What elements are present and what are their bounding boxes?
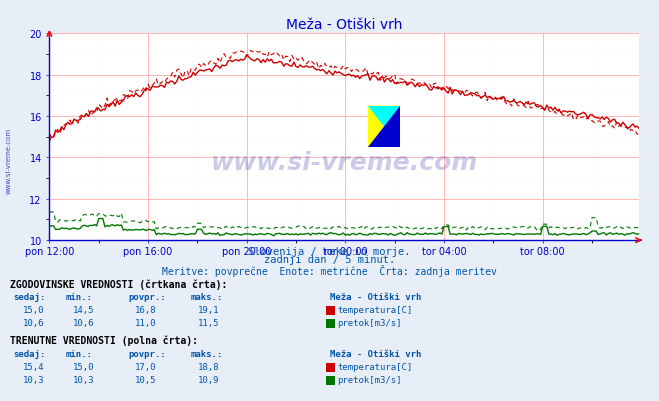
Text: 11,5: 11,5 bbox=[198, 318, 219, 327]
Text: 15,0: 15,0 bbox=[23, 306, 45, 314]
Text: sedaj:: sedaj: bbox=[13, 349, 45, 358]
Text: 10,9: 10,9 bbox=[198, 375, 219, 384]
Text: 16,8: 16,8 bbox=[135, 306, 157, 314]
Text: maks.:: maks.: bbox=[191, 349, 223, 358]
Polygon shape bbox=[368, 106, 401, 148]
Text: Slovenija / reke in morje.: Slovenija / reke in morje. bbox=[248, 247, 411, 257]
Text: temperatura[C]: temperatura[C] bbox=[337, 362, 413, 371]
Text: 10,5: 10,5 bbox=[135, 375, 157, 384]
Polygon shape bbox=[368, 106, 401, 148]
Text: 10,6: 10,6 bbox=[72, 318, 94, 327]
Text: TRENUTNE VREDNOSTI (polna črta):: TRENUTNE VREDNOSTI (polna črta): bbox=[10, 335, 198, 346]
Text: zadnji dan / 5 minut.: zadnji dan / 5 minut. bbox=[264, 255, 395, 265]
Text: temperatura[C]: temperatura[C] bbox=[337, 306, 413, 314]
Polygon shape bbox=[368, 106, 401, 148]
Text: 19,1: 19,1 bbox=[198, 306, 219, 314]
Text: 10,3: 10,3 bbox=[23, 375, 45, 384]
Text: 10,3: 10,3 bbox=[72, 375, 94, 384]
Text: Meža - Otiški vrh: Meža - Otiški vrh bbox=[330, 292, 421, 302]
Text: 11,0: 11,0 bbox=[135, 318, 157, 327]
Text: pretok[m3/s]: pretok[m3/s] bbox=[337, 375, 402, 384]
Text: www.si-vreme.com: www.si-vreme.com bbox=[211, 150, 478, 174]
Text: min.:: min.: bbox=[66, 292, 93, 302]
Text: 14,5: 14,5 bbox=[72, 306, 94, 314]
Text: maks.:: maks.: bbox=[191, 292, 223, 302]
Text: Meritve: povprečne  Enote: metrične  Črta: zadnja meritev: Meritve: povprečne Enote: metrične Črta:… bbox=[162, 264, 497, 276]
Text: 10,6: 10,6 bbox=[23, 318, 45, 327]
Text: 17,0: 17,0 bbox=[135, 362, 157, 371]
Text: povpr.:: povpr.: bbox=[129, 349, 166, 358]
Text: www.si-vreme.com: www.si-vreme.com bbox=[5, 128, 12, 193]
Text: povpr.:: povpr.: bbox=[129, 292, 166, 302]
Text: ZGODOVINSKE VREDNOSTI (črtkana črta):: ZGODOVINSKE VREDNOSTI (črtkana črta): bbox=[10, 279, 227, 289]
Text: min.:: min.: bbox=[66, 349, 93, 358]
Text: 15,4: 15,4 bbox=[23, 362, 45, 371]
Text: sedaj:: sedaj: bbox=[13, 292, 45, 302]
Text: 18,8: 18,8 bbox=[198, 362, 219, 371]
Title: Meža - Otiški vrh: Meža - Otiški vrh bbox=[286, 18, 403, 32]
Text: 15,0: 15,0 bbox=[72, 362, 94, 371]
Text: Meža - Otiški vrh: Meža - Otiški vrh bbox=[330, 349, 421, 358]
Text: pretok[m3/s]: pretok[m3/s] bbox=[337, 318, 402, 327]
